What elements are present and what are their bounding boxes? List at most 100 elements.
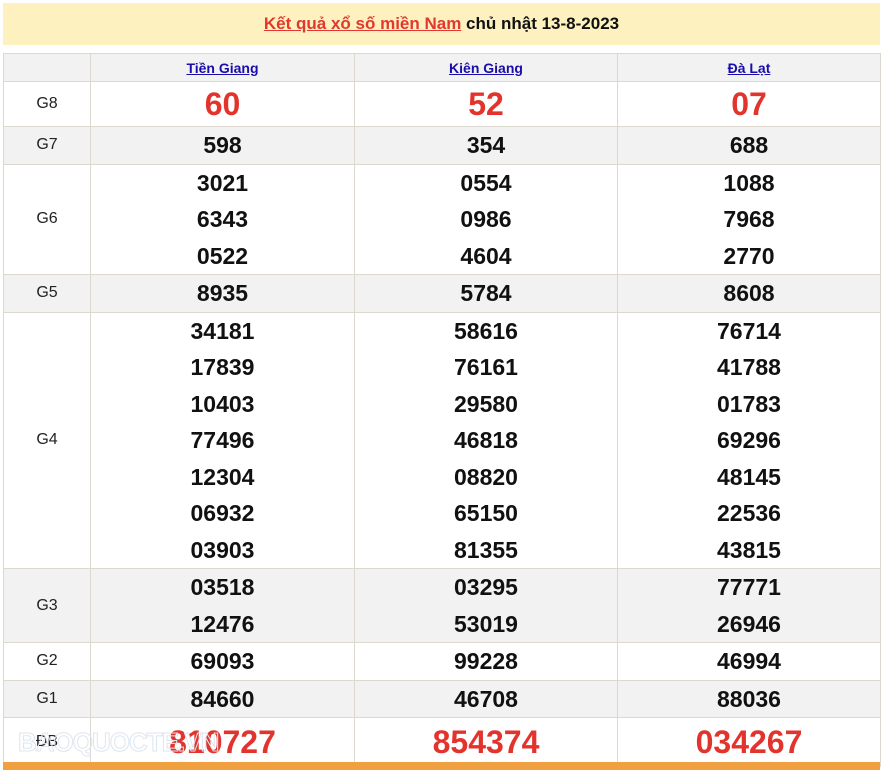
prize-number: 2770 [723,242,775,269]
prize-cell: 0554 0986 4604 [354,163,618,275]
results-table: Tiền Giang Kiên Giang Đà Lạt G8 60 52 07 G7 5… [3,53,881,767]
prize-cell: 854374 [354,717,618,767]
province-header: Kiên Giang [354,53,618,82]
prize-cell: 034267 [617,717,881,767]
province-link-kien-giang[interactable]: Kiên Giang [449,59,523,76]
prize-number: 034267 [695,724,803,760]
prize-number: 7968 [723,206,775,232]
prize-number: 52 [468,86,504,122]
province-link-da-lat[interactable]: Đà Lạt [727,59,771,76]
prize-number: 69296 [717,427,781,453]
prize-number: 5784 [460,280,512,306]
prize-cell: 8608 [617,274,881,313]
prize-number: 29580 [454,390,518,417]
prize-number: 76161 [454,354,518,380]
title-date: chủ nhật 13-8-2023 [461,14,620,33]
prize-number: 12476 [190,610,255,637]
prize-cell: 07 [617,81,881,127]
prize-cell: 03295 53019 [354,568,618,643]
prize-number: 598 [203,132,242,158]
prize-number: 8935 [196,280,249,306]
prize-number: 43815 [717,536,781,563]
prize-label: G4 [3,311,91,569]
prize-number: 4604 [460,242,512,269]
prize-number: 01783 [717,390,781,417]
prize-row-g8: G8 60 52 07 [3,81,881,127]
prize-row-g2: G2 69093 99228 46994 [3,642,881,681]
province-header: Đà Lạt [617,53,881,82]
prize-row-đb: ĐB 810727 854374 034267 [3,717,881,767]
prize-number: 48145 [717,463,781,490]
prize-number: 46818 [454,427,518,453]
prize-number: 3021 [196,169,249,196]
prize-label: G3 [3,568,91,643]
prize-row-g3: G3 03518 12476 03295 53019 77771 26946 [3,568,881,643]
bottom-bar [3,762,880,770]
prize-label: G1 [3,679,91,718]
prize-number: 46994 [717,648,781,674]
prize-number: 77771 [717,574,781,600]
prize-number: 22536 [717,500,781,526]
header-row: Tiền Giang Kiên Giang Đà Lạt [3,53,881,82]
prize-number: 65150 [454,500,518,526]
prize-number: 810727 [169,724,276,760]
prize-number: 08820 [454,463,518,490]
prize-number: 41788 [717,354,781,380]
prize-cell: 76714 41788 01783 69296 48145 22536 43815 [617,311,881,569]
prize-number: 69093 [190,648,255,674]
prize-number: 10403 [190,390,255,417]
results-title: Kết quả xổ số miền Nam chủ nhật 13-8-202… [3,3,880,45]
prize-label: G6 [3,163,91,275]
prize-number: 1088 [723,169,775,196]
prize-cell: 99228 [354,642,618,681]
prize-cell: 8935 [90,274,355,313]
prize-number: 53019 [454,610,518,637]
prize-cell: 52 [354,81,618,127]
prize-number: 8608 [723,280,775,306]
prize-cell: 354 [354,126,618,165]
prize-number: 88036 [717,685,781,712]
prize-number: 03295 [454,574,518,600]
prize-number: 688 [729,132,769,158]
prize-cell: 3021 6343 0522 [90,163,355,275]
prize-cell: 69093 [90,642,355,681]
prize-number: 854374 [432,724,540,760]
prize-number: 84660 [190,685,255,712]
prize-number: 34181 [190,317,255,344]
prize-number: 0554 [460,169,512,196]
prize-cell: 598 [90,126,355,165]
prize-cell: 88036 [617,679,881,718]
province-link-tien-giang[interactable]: Tiền Giang [186,59,259,76]
prize-row-g7: G7 598 354 688 [3,126,881,165]
prize-number: 12304 [190,463,255,490]
prize-cell: 03518 12476 [90,568,355,643]
prize-cell: 77771 26946 [617,568,881,643]
prize-label: G5 [3,274,91,313]
watermark-logo: BAOQUOCTE.VN [17,727,219,758]
prize-cell: 810727 [90,717,355,767]
prize-label: G2 [3,642,91,681]
corner-cell [3,53,91,82]
prize-number: 03518 [190,574,255,600]
prize-number: 76714 [717,317,781,344]
prize-cell: 688 [617,126,881,165]
prize-cell: 84660 [90,679,355,718]
prize-number: 58616 [454,317,518,344]
province-header: Tiền Giang [90,53,355,82]
prize-cell: 1088 7968 2770 [617,163,881,275]
prize-number: 354 [466,132,506,158]
prize-number: 17839 [190,354,255,380]
prize-row-g5: G5 8935 5784 8608 [3,274,881,313]
prize-number: 6343 [196,206,249,232]
prize-cell: 5784 [354,274,618,313]
prize-number: 07 [731,86,767,122]
prize-number: 26946 [717,610,781,637]
prize-row-g6: G6 3021 6343 0522 0554 0986 4604 1088 7968 2770 [3,163,881,275]
prize-label: G8 [3,81,91,127]
prize-cell: 46994 [617,642,881,681]
prize-number: 03903 [190,536,255,563]
prize-cell: 58616 76161 29580 46818 08820 65150 81355 [354,311,618,569]
prize-cell: 46708 [354,679,618,718]
prize-cell: 34181 17839 10403 77496 12304 06932 03903 [90,311,355,569]
title-link[interactable]: Kết quả xổ số miền Nam [263,14,462,33]
